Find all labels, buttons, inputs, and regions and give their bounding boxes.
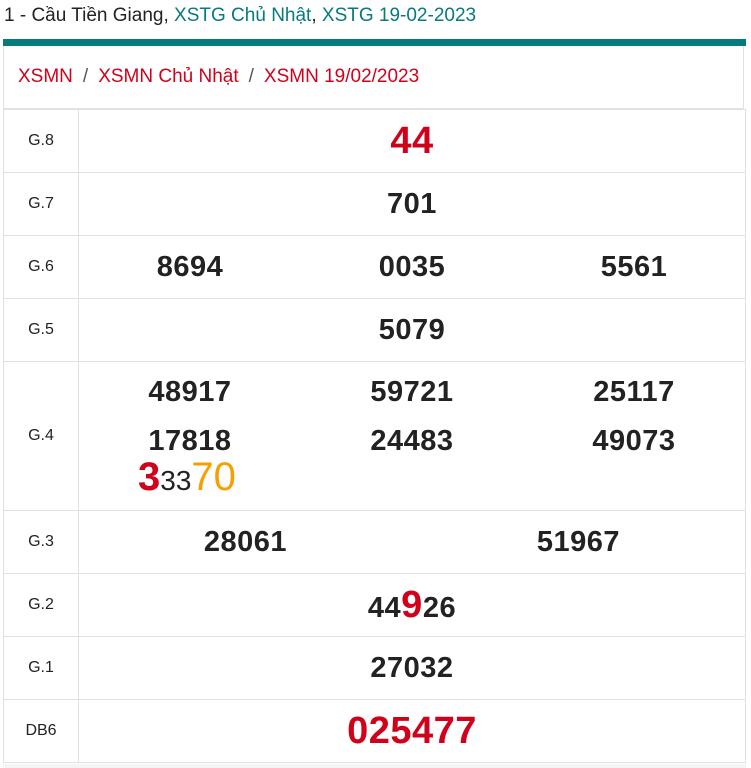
breadcrumb: XSMN / XSMN Chủ Nhật / XSMN 19/02/2023 — [3, 46, 744, 109]
prize-number: 5561 — [600, 250, 668, 283]
g4-highlight-number: 33370 — [138, 455, 236, 500]
title-sep: , — [311, 5, 322, 26]
number-part-red: 3 — [138, 455, 161, 499]
prize-number: 8694 — [156, 250, 224, 283]
prize-number: 27032 — [370, 651, 454, 684]
number-part: 26 — [422, 591, 457, 624]
row-g8: G.8 44 — [3, 109, 746, 173]
row-g7: G.7 701 — [3, 172, 746, 236]
row-g5: G.5 5079 — [3, 298, 746, 362]
breadcrumb-xsmn-date[interactable]: XSMN 19/02/2023 — [263, 66, 420, 87]
row-special: DB6 025477 — [3, 699, 746, 763]
prize-number: 17818 — [148, 425, 232, 457]
number-part-highlight: 9 — [401, 583, 423, 626]
number-part: 44 — [367, 591, 402, 624]
breadcrumb-separator: / — [82, 66, 89, 87]
prize-number: 701 — [387, 187, 437, 220]
prize-number: 59721 — [370, 376, 454, 408]
number-part-orange: 70 — [191, 455, 236, 499]
prize-label: G.6 — [3, 235, 79, 299]
row-g3: G.3 28061 51967 — [3, 510, 746, 574]
prize-label: G.2 — [3, 573, 79, 637]
row-g6: G.6 8694 0035 5561 — [3, 235, 746, 299]
breadcrumb-xsmn[interactable]: XSMN — [18, 66, 73, 87]
prize-number: 44926 — [368, 584, 456, 627]
prize-label: DB6 — [3, 699, 79, 763]
prize-label: G.1 — [3, 636, 79, 700]
number-part: 33 — [160, 465, 192, 496]
prize-number: 49073 — [592, 425, 676, 457]
prize-label: G.4 — [3, 361, 79, 511]
breadcrumb-separator: / — [248, 66, 254, 87]
prize-label: G.8 — [3, 109, 79, 173]
link-xstg-date[interactable]: XSTG 19-02-2023 — [321, 5, 477, 26]
prize-label: G.7 — [3, 172, 79, 236]
row-g4: G.4 48917 59721 25117 17818 24483 49073 — [3, 361, 746, 511]
breadcrumb-xsmn-chu-nhat[interactable]: XSMN Chủ Nhật — [98, 66, 239, 87]
prize-number: 48917 — [148, 376, 232, 408]
special-prize-number: 025477 — [347, 709, 477, 752]
prize-number: 28061 — [203, 525, 288, 558]
row-g1: G.1 27032 — [3, 636, 746, 700]
row-g2: G.2 44926 — [3, 573, 746, 637]
prize-number: 24483 — [370, 425, 454, 457]
header-divider — [3, 39, 746, 46]
prize-number: 25117 — [593, 376, 675, 408]
page-title: 1 - Cầu Tiền Giang, XSTG Chủ Nhật, XSTG … — [4, 3, 476, 29]
results-table: G.8 44 G.7 701 G.6 8694 0035 5561 G.5 50… — [3, 109, 746, 763]
link-xstg-chu-nhat[interactable]: XSTG Chủ Nhật — [174, 5, 312, 26]
prize-number: 5079 — [378, 313, 446, 346]
prize-number: 44 — [390, 119, 434, 162]
footer-strip — [3, 764, 746, 768]
prize-number: 0035 — [378, 250, 446, 283]
prize-number: 51967 — [536, 525, 621, 558]
prize-label: G.5 — [3, 298, 79, 362]
title-prefix: 1 - Cầu Tiền Giang, — [4, 5, 175, 26]
prize-label: G.3 — [3, 510, 79, 574]
